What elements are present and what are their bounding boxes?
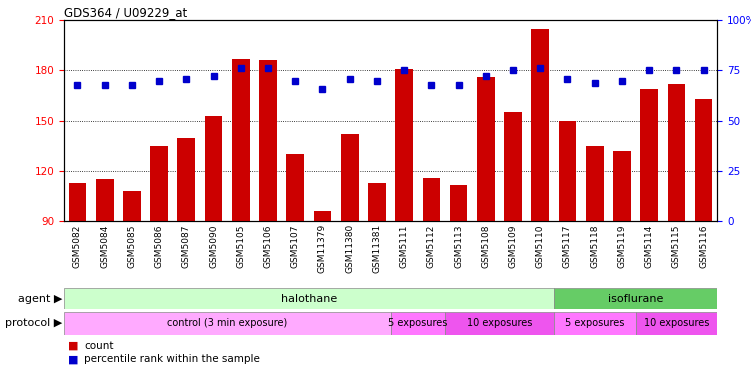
Bar xyxy=(554,312,635,335)
Text: 5 exposures: 5 exposures xyxy=(388,318,448,328)
Text: agent ▶: agent ▶ xyxy=(18,294,62,304)
Text: 5 exposures: 5 exposures xyxy=(565,318,624,328)
Bar xyxy=(554,288,717,309)
Bar xyxy=(613,151,631,221)
Bar xyxy=(695,99,713,221)
Text: ■: ■ xyxy=(68,354,82,365)
Bar xyxy=(123,191,140,221)
Bar xyxy=(635,312,717,335)
Text: 10 exposures: 10 exposures xyxy=(644,318,709,328)
Bar xyxy=(450,184,467,221)
Bar xyxy=(177,138,195,221)
Bar xyxy=(586,146,604,221)
Text: GDS364 / U09229_at: GDS364 / U09229_at xyxy=(64,6,187,19)
Bar xyxy=(445,312,554,335)
Bar xyxy=(96,179,113,221)
Bar xyxy=(391,312,445,335)
Bar xyxy=(395,69,413,221)
Text: percentile rank within the sample: percentile rank within the sample xyxy=(84,354,260,365)
Bar xyxy=(532,29,549,221)
Bar xyxy=(232,59,249,221)
Bar xyxy=(341,134,358,221)
Bar xyxy=(286,154,304,221)
Text: isoflurane: isoflurane xyxy=(608,294,663,304)
Bar xyxy=(68,183,86,221)
Bar xyxy=(314,212,331,221)
Text: count: count xyxy=(84,341,113,351)
Bar xyxy=(259,60,277,221)
Bar xyxy=(504,112,522,221)
Text: protocol ▶: protocol ▶ xyxy=(5,318,62,328)
Bar xyxy=(559,121,576,221)
Text: ■: ■ xyxy=(68,341,82,351)
Bar xyxy=(205,116,222,221)
Bar xyxy=(64,312,391,335)
Bar xyxy=(64,288,554,309)
Text: 10 exposures: 10 exposures xyxy=(466,318,532,328)
Bar xyxy=(423,178,440,221)
Bar xyxy=(668,84,685,221)
Bar xyxy=(477,77,495,221)
Text: control (3 min exposure): control (3 min exposure) xyxy=(167,318,288,328)
Bar xyxy=(150,146,168,221)
Bar xyxy=(368,183,386,221)
Text: halothane: halothane xyxy=(281,294,337,304)
Bar xyxy=(641,89,658,221)
